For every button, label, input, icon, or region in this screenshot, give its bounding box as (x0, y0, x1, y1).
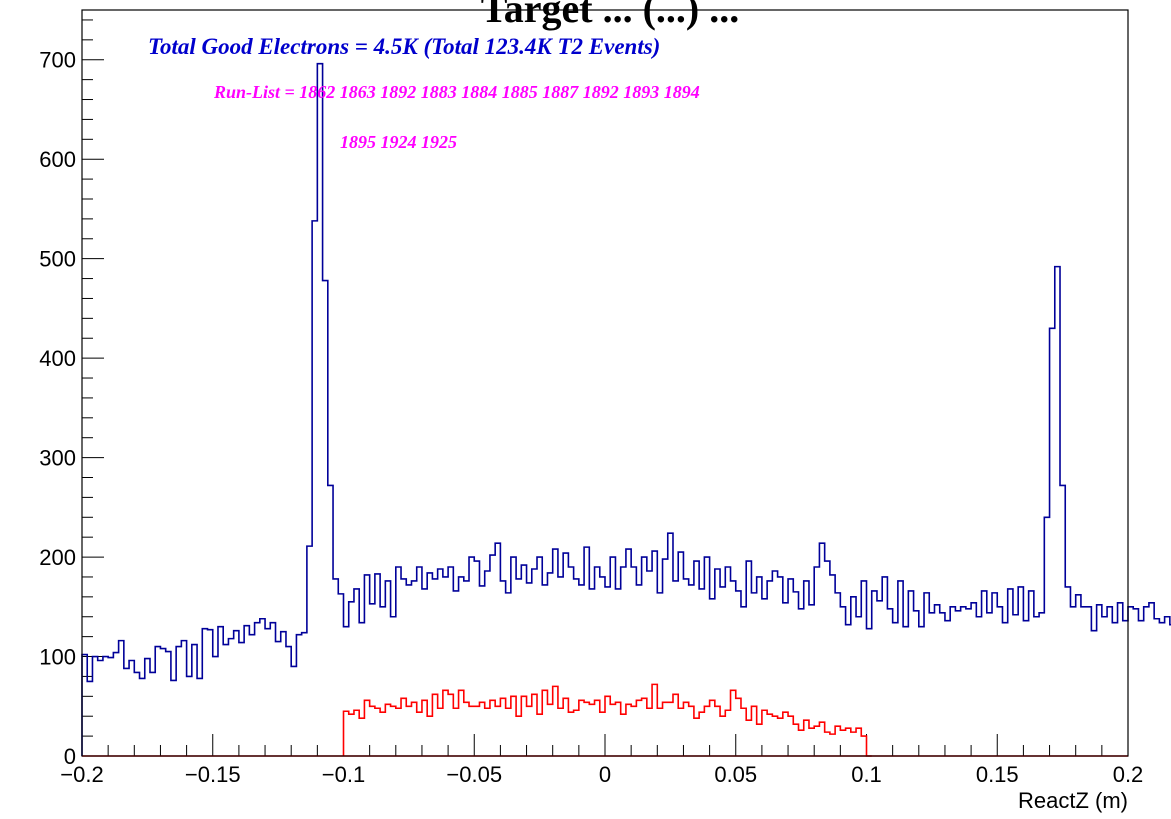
y-tick-label: 700 (39, 48, 76, 73)
y-tick-label: 300 (39, 446, 76, 471)
chart-title: Target ... (...) ... (481, 0, 739, 31)
y-tick-label: 400 (39, 346, 76, 371)
run-list-annotation: Run-List = 1862 1863 1892 1883 1884 1885… (213, 82, 700, 102)
histogram-series (81, 62, 1171, 757)
y-tick-label: 0 (64, 744, 76, 769)
histogram-series-1 (342, 683, 872, 757)
y-tick-label: 500 (39, 247, 76, 272)
y-axis: 0 100 200 300 400 500 600 700 (39, 19, 104, 769)
x-tick-label: −0.15 (185, 762, 241, 787)
plot-frame (81, 9, 1129, 757)
x-tick-label: 0.15 (976, 762, 1019, 787)
x-tick-label: −0.1 (322, 762, 365, 787)
x-tick-label: −0.05 (446, 762, 502, 787)
histogram-series-0 (81, 62, 1171, 756)
x-axis: −0.2 −0.15 −0.1 −0.05 0 0.05 0.1 0.15 0.2 (60, 734, 1143, 787)
x-axis-title: ReactZ (m) (1018, 788, 1128, 813)
y-tick-label: 200 (39, 545, 76, 570)
x-tick-label: −0.2 (60, 762, 103, 787)
y-tick-label: 600 (39, 147, 76, 172)
x-tick-label: 0.2 (1113, 762, 1144, 787)
run-list-continuation-annotation: 1895 1924 1925 (340, 132, 457, 152)
y-tick-label: 100 (39, 645, 76, 670)
total-electrons-annotation: Total Good Electrons = 4.5K (Total 123.4… (148, 34, 660, 59)
x-tick-label: 0.1 (851, 762, 882, 787)
x-tick-label: 0.05 (714, 762, 757, 787)
x-tick-label: 0 (599, 762, 611, 787)
